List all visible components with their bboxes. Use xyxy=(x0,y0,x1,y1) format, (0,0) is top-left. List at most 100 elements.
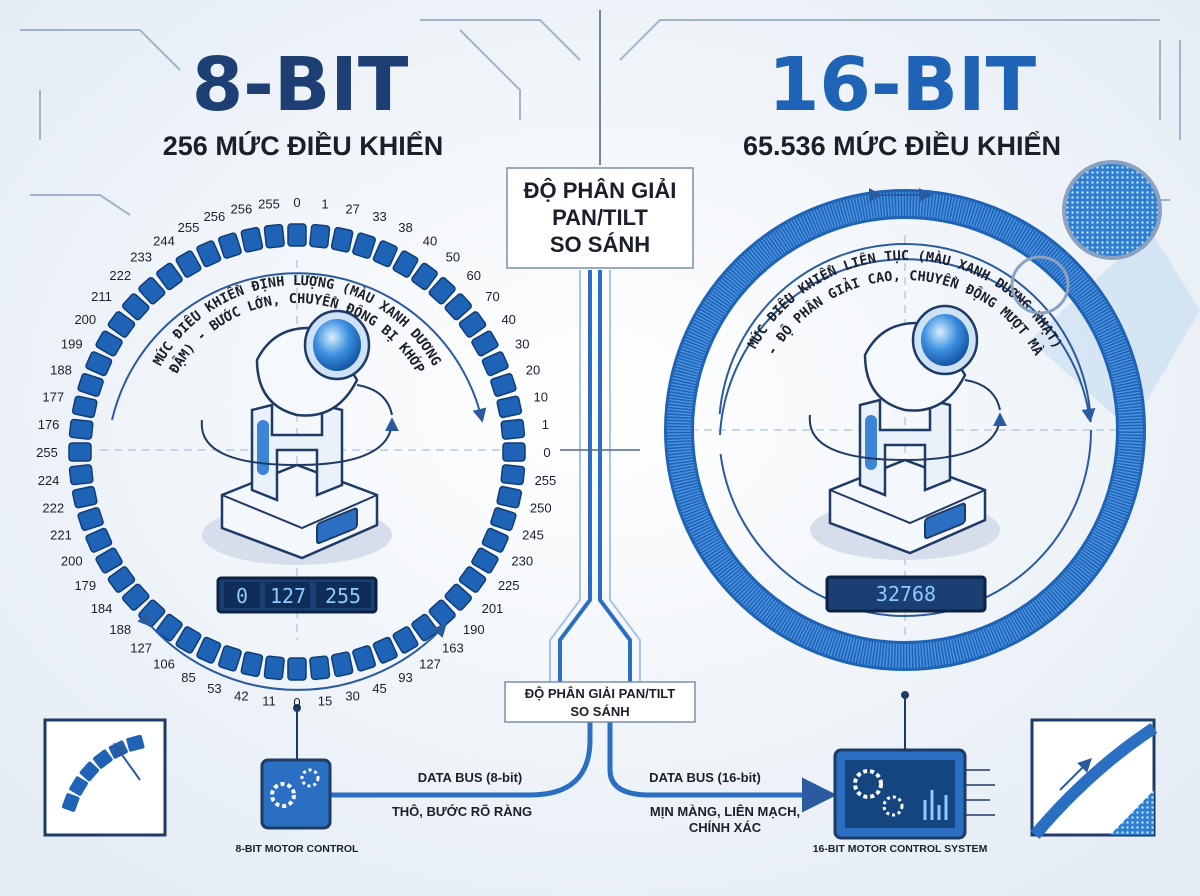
ring-segment xyxy=(156,262,183,291)
ring-segment xyxy=(218,645,242,672)
ring-label: 11 xyxy=(262,693,276,708)
ring-segment xyxy=(471,547,499,574)
ring-segment xyxy=(196,636,222,664)
ring-label: 179 xyxy=(74,578,96,593)
ring-label: 184 xyxy=(91,601,113,616)
ring-label: 256 xyxy=(231,201,253,216)
inset-segment xyxy=(79,761,100,782)
ring-label: 127 xyxy=(130,640,152,655)
ring-segment xyxy=(372,636,398,664)
ring-label: 27 xyxy=(345,201,359,216)
bottom-box-text: SO SÁNH xyxy=(570,704,629,719)
ring-segment xyxy=(481,351,509,377)
bottom-box-text: ĐỘ PHÂN GIẢI PAN/TILT xyxy=(525,686,676,701)
ring-label: 221 xyxy=(50,528,72,543)
ring-segment xyxy=(496,395,523,419)
ring-segment xyxy=(287,657,307,681)
ring-label: 106 xyxy=(153,657,175,672)
ring-label: 245 xyxy=(522,528,544,543)
inset-segment xyxy=(61,793,80,812)
center-title: PAN/TILT xyxy=(552,205,648,230)
ring-label: 10 xyxy=(533,389,547,404)
center-title: SO SÁNH xyxy=(550,232,650,257)
ring-label: 250 xyxy=(530,501,552,516)
ring-segment xyxy=(496,485,523,509)
ring-segment xyxy=(490,507,517,531)
ring-label: 255 xyxy=(258,197,280,212)
ring-label: 127 xyxy=(419,657,441,672)
ring-segment xyxy=(263,655,285,681)
center-title: ĐỘ PHÂN GIẢI xyxy=(524,178,677,203)
ring-segment xyxy=(500,464,526,486)
display-value: 32768 xyxy=(876,582,936,606)
ring-label: 211 xyxy=(91,289,112,304)
ring-label: 201 xyxy=(482,601,504,616)
ring-segment xyxy=(502,442,526,462)
display-value: 127 xyxy=(270,584,306,608)
ring-segment xyxy=(392,250,419,278)
inset-segment xyxy=(69,776,88,796)
ring-segment xyxy=(428,277,456,305)
ring-label: 1 xyxy=(321,197,328,212)
ring-label: 38 xyxy=(398,220,412,235)
ring-label: 177 xyxy=(42,389,64,404)
ring-segment xyxy=(330,651,354,678)
ring-segment xyxy=(458,566,487,593)
ring-segment xyxy=(107,311,136,338)
ring-segment xyxy=(122,583,150,611)
ring-label: 1 xyxy=(542,417,549,432)
ring-segment xyxy=(444,293,472,321)
ring-labels: 0 1 27333840506070403020101025525024523022… xyxy=(36,195,556,710)
ring-segment xyxy=(471,330,499,357)
ring-label: 50 xyxy=(446,250,460,265)
ring-label: 40 xyxy=(423,233,437,248)
ring-segment xyxy=(85,351,113,377)
ring-label: 256 xyxy=(204,209,226,224)
ring-segment xyxy=(68,464,94,486)
ring-label: 190 xyxy=(463,622,485,637)
ring-segment xyxy=(107,566,136,593)
ring-label: 53 xyxy=(207,681,221,696)
ring-label: 199 xyxy=(61,337,83,352)
ring-segment xyxy=(77,507,104,531)
ring-label: 15 xyxy=(318,693,332,708)
ring-label: 188 xyxy=(50,362,72,377)
ring-label: 0 xyxy=(293,695,300,710)
ring-label: 70 xyxy=(485,289,499,304)
ring-segment xyxy=(481,527,509,553)
ring-label: 93 xyxy=(398,670,412,685)
ring-label: 0 xyxy=(293,195,300,210)
headings: 8-BIT 256 MỨC ĐIỀU KHIỂN 16-BIT 65.536 M… xyxy=(163,42,1061,161)
ring-segment xyxy=(263,223,285,249)
ring-segment xyxy=(352,645,376,672)
right-title: 16-BIT xyxy=(768,42,1037,128)
ring-segment xyxy=(77,373,104,397)
ring-label: 188 xyxy=(109,622,131,637)
left-title: 8-BIT xyxy=(192,42,409,128)
ring-segment xyxy=(458,311,487,338)
ring-segment xyxy=(95,330,123,357)
ring-label: 200 xyxy=(74,312,96,327)
ring-label: 176 xyxy=(38,417,60,432)
ring-label: 163 xyxy=(442,640,464,655)
left-subtitle: 256 MỨC ĐIỀU KHIỂN xyxy=(163,130,443,161)
ring-label: 233 xyxy=(130,250,152,265)
ring-label: 255 xyxy=(535,473,557,488)
ring-label: 255 xyxy=(36,445,58,460)
ring-segment xyxy=(85,527,113,553)
bus-note: MỊN MÀNG, LIÊN MẠCH, xyxy=(650,804,800,819)
ring-label: 33 xyxy=(372,209,386,224)
ring-segment xyxy=(71,395,98,419)
ring-segment xyxy=(240,226,264,253)
display-value: 0 xyxy=(236,584,248,608)
ring-segment xyxy=(309,655,331,681)
display-value: 255 xyxy=(325,584,361,608)
ring-segment xyxy=(138,277,166,305)
ring-label: 60 xyxy=(467,268,481,283)
ring-segment xyxy=(196,240,222,268)
ring-label: 85 xyxy=(181,670,195,685)
ring-label: 45 xyxy=(372,681,386,696)
ring-label: 30 xyxy=(345,689,359,704)
ring-segment xyxy=(411,262,438,291)
decor xyxy=(20,10,1181,813)
